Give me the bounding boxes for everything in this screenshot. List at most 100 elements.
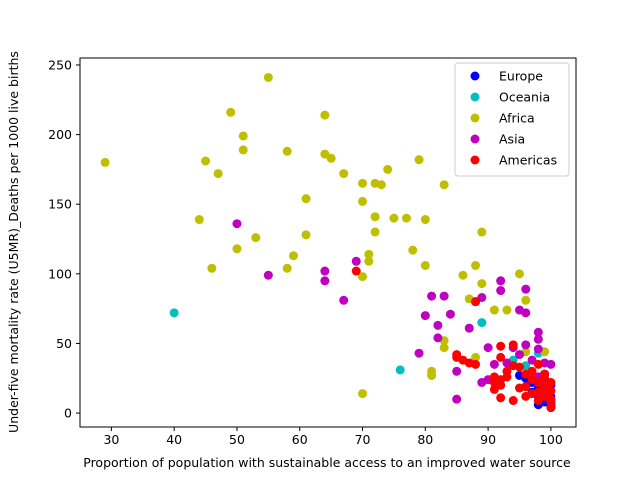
- data-point-americas: [527, 366, 537, 376]
- legend-label-africa: Africa: [499, 111, 535, 126]
- data-point-asia: [496, 286, 506, 296]
- data-point-africa: [238, 131, 248, 141]
- data-point-americas: [508, 396, 518, 406]
- data-point-oceania: [477, 318, 487, 328]
- data-point-asia: [452, 366, 462, 376]
- data-point-africa: [288, 251, 298, 261]
- data-point-asia: [232, 219, 242, 229]
- data-point-asia: [263, 270, 273, 280]
- data-point-americas: [533, 359, 543, 369]
- data-point-africa: [320, 110, 330, 120]
- data-point-africa: [439, 343, 449, 353]
- data-point-africa: [458, 270, 468, 280]
- data-point-africa: [301, 194, 311, 204]
- legend-marker-asia: [470, 134, 480, 144]
- data-point-africa: [477, 279, 487, 289]
- data-point-americas: [502, 366, 512, 376]
- data-point-asia: [433, 320, 443, 330]
- data-point-africa: [358, 389, 368, 399]
- data-point-asia: [514, 305, 524, 315]
- data-point-africa: [521, 295, 531, 305]
- data-point-africa: [251, 233, 261, 243]
- y-tick-label: 250: [48, 57, 72, 72]
- data-point-asia: [433, 333, 443, 343]
- data-point-americas: [351, 266, 361, 276]
- legend-marker-oceania: [470, 92, 480, 102]
- data-point-africa: [383, 164, 393, 174]
- data-point-africa: [471, 352, 481, 362]
- data-point-americas: [514, 383, 524, 393]
- data-point-africa: [427, 370, 437, 380]
- data-point-asia: [483, 343, 493, 353]
- data-point-africa: [232, 244, 242, 254]
- data-point-africa: [376, 180, 386, 190]
- x-tick-label: 30: [103, 432, 119, 447]
- data-point-oceania: [395, 365, 405, 375]
- data-point-oceania: [169, 308, 179, 318]
- data-point-asia: [339, 295, 349, 305]
- legend-label-asia: Asia: [499, 132, 525, 147]
- data-point-americas: [471, 359, 481, 369]
- x-tick-label: 80: [417, 432, 433, 447]
- data-point-africa: [201, 156, 211, 166]
- data-point-americas: [496, 393, 506, 403]
- x-tick-label: 60: [292, 432, 308, 447]
- data-point-africa: [213, 169, 223, 179]
- data-point-americas: [496, 352, 506, 362]
- data-point-africa: [364, 249, 374, 259]
- data-point-africa: [358, 196, 368, 206]
- data-point-africa: [514, 269, 524, 279]
- data-point-africa: [226, 107, 236, 117]
- data-point-asia: [533, 327, 543, 337]
- data-point-americas: [527, 375, 537, 385]
- data-point-asia: [452, 394, 462, 404]
- data-point-africa: [301, 230, 311, 240]
- data-point-africa: [263, 72, 273, 82]
- data-point-asia: [521, 284, 531, 294]
- data-point-asia: [439, 291, 449, 301]
- data-point-africa: [389, 213, 399, 223]
- x-tick-label: 100: [539, 432, 563, 447]
- legend-label-europe: Europe: [499, 69, 543, 84]
- data-point-africa: [100, 157, 110, 167]
- legend-marker-europe: [470, 71, 480, 81]
- data-point-africa: [358, 272, 368, 282]
- data-point-americas: [546, 403, 556, 413]
- data-point-africa: [477, 227, 487, 237]
- data-point-americas: [496, 341, 506, 351]
- data-point-africa: [339, 169, 349, 179]
- data-point-africa: [439, 180, 449, 190]
- legend-label-oceania: Oceania: [499, 90, 550, 105]
- data-point-africa: [370, 212, 380, 222]
- data-point-americas: [546, 377, 556, 387]
- data-point-africa: [408, 245, 418, 255]
- data-point-africa: [489, 305, 499, 315]
- data-point-africa: [282, 263, 292, 273]
- data-point-asia: [464, 323, 474, 333]
- data-point-asia: [533, 334, 543, 344]
- data-point-africa: [326, 153, 336, 163]
- y-tick-label: 200: [48, 127, 72, 142]
- x-axis: 30 40 50 60 70 80 90 100: [103, 427, 563, 447]
- legend: Europe Oceania Africa Asia Americas: [454, 62, 570, 177]
- data-point-asia: [351, 256, 361, 266]
- legend-marker-americas: [470, 155, 480, 165]
- data-point-asia: [320, 266, 330, 276]
- data-point-asia: [496, 276, 506, 286]
- data-point-africa: [207, 263, 217, 273]
- data-point-americas: [546, 386, 556, 396]
- data-point-africa: [502, 305, 512, 315]
- x-tick-label: 50: [229, 432, 245, 447]
- data-point-americas: [508, 340, 518, 350]
- y-tick-label: 50: [56, 336, 72, 351]
- data-point-americas: [471, 297, 481, 307]
- y-tick-label: 150: [48, 197, 72, 212]
- legend-label-americas: Americas: [499, 153, 557, 168]
- data-point-americas: [533, 396, 543, 406]
- data-point-asia: [414, 348, 424, 358]
- data-point-africa: [420, 260, 430, 270]
- data-point-africa: [414, 155, 424, 165]
- data-point-africa: [471, 260, 481, 270]
- data-point-americas: [496, 380, 506, 390]
